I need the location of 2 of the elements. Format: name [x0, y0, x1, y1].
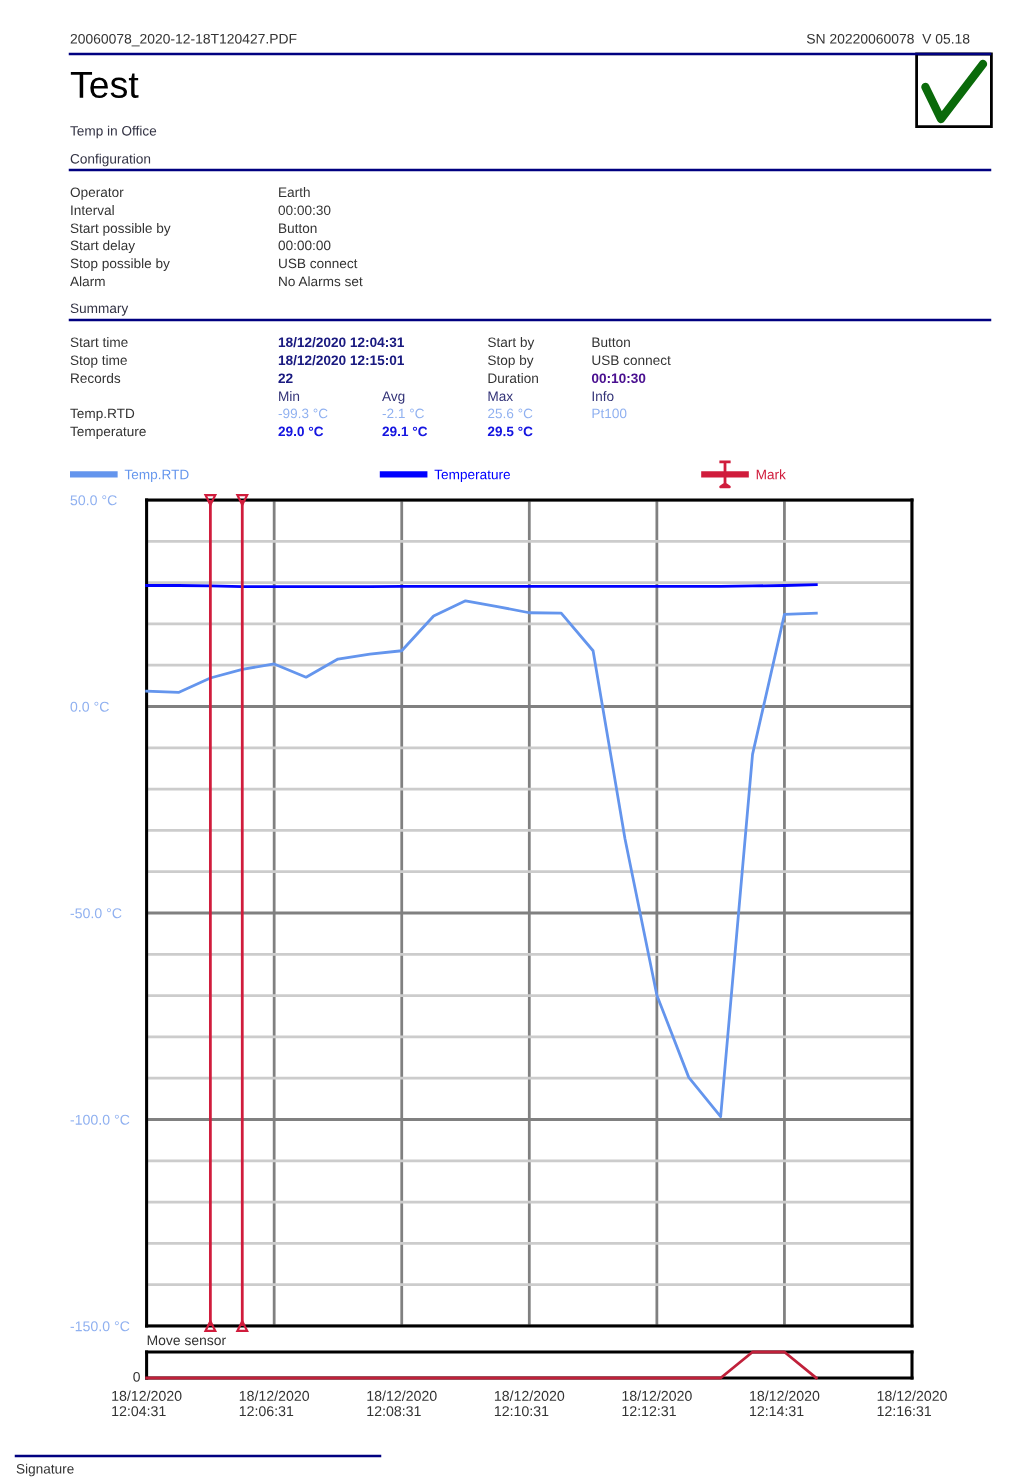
line-series: [145, 599, 818, 1118]
chart-title: Test: [70, 71, 139, 99]
